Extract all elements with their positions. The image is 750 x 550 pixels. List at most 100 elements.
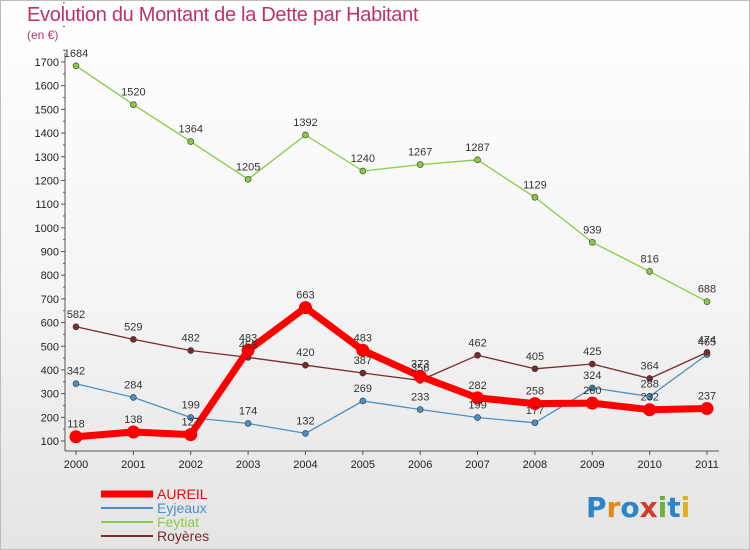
data-point-roy-res bbox=[703, 349, 711, 356]
data-label-aureil: 663 bbox=[296, 290, 314, 302]
data-point-aureil bbox=[298, 301, 312, 315]
series-line-roy-res bbox=[75, 326, 708, 382]
data-label-eyjeaux: 132 bbox=[296, 415, 314, 427]
data-label-roy-res: 356 bbox=[411, 362, 429, 374]
logo-letter: o bbox=[620, 491, 640, 524]
data-label-feytiat: 816 bbox=[640, 253, 658, 265]
logo-letter: x bbox=[639, 491, 658, 524]
logo-letter: P bbox=[586, 491, 607, 524]
data-point-aureil bbox=[69, 430, 83, 444]
y-tick-label: 500 bbox=[41, 341, 59, 353]
logo-letter: i bbox=[657, 491, 668, 524]
data-label-feytiat: 1267 bbox=[408, 147, 432, 159]
data-point-eyjeaux bbox=[474, 414, 481, 421]
series-line-feytiat bbox=[75, 65, 708, 303]
proxiti-logo: Proxiti bbox=[586, 491, 690, 524]
y-tick-label: 700 bbox=[41, 294, 59, 306]
data-label-aureil: 373 bbox=[411, 358, 429, 370]
y-axis-unit-label: (en €) bbox=[27, 28, 59, 42]
data-label-eyjeaux: 342 bbox=[67, 366, 85, 378]
data-point-feytiat bbox=[359, 167, 367, 175]
x-tick-label: 2007 bbox=[465, 459, 489, 471]
data-label-feytiat: 1364 bbox=[178, 124, 202, 136]
data-point-feytiat bbox=[244, 175, 252, 183]
y-tick-label: 800 bbox=[41, 270, 59, 282]
y-tick-label: 1700 bbox=[35, 57, 59, 69]
data-point-feytiat bbox=[416, 161, 424, 168]
y-tick-label: 900 bbox=[41, 247, 59, 259]
data-point-aureil bbox=[356, 343, 370, 357]
y-tick-label: 1600 bbox=[35, 81, 59, 93]
data-label-aureil: 258 bbox=[526, 386, 544, 398]
logo-letter: r bbox=[606, 491, 621, 524]
data-point-feytiat bbox=[187, 138, 195, 145]
x-tick-label: 2008 bbox=[523, 459, 547, 471]
x-tick-label: 2002 bbox=[178, 459, 202, 471]
data-label-aureil: 483 bbox=[239, 332, 257, 344]
x-tick-label: 2006 bbox=[408, 459, 432, 471]
y-tick-label: 1400 bbox=[35, 128, 59, 140]
data-label-feytiat: 1287 bbox=[465, 142, 489, 154]
legend-label-eyjeaux: Eyjeaux bbox=[157, 500, 207, 516]
data-point-feytiat bbox=[474, 156, 481, 164]
data-label-roy-res: 420 bbox=[296, 347, 314, 359]
data-label-aureil: 483 bbox=[354, 332, 372, 344]
data-point-eyjeaux bbox=[302, 430, 309, 437]
chart-title: Evolution du Montant de la Dette par Hab… bbox=[27, 4, 419, 26]
data-point-roy-res bbox=[302, 361, 309, 369]
data-label-eyjeaux: 174 bbox=[239, 405, 257, 417]
y-tick-label: 1200 bbox=[35, 175, 59, 187]
data-label-aureil: 282 bbox=[468, 380, 486, 392]
legend-label-feytiat: Feytiat bbox=[157, 514, 199, 530]
data-point-eyjeaux bbox=[244, 420, 252, 427]
data-label-feytiat: 1684 bbox=[64, 48, 88, 60]
data-label-feytiat: 1205 bbox=[236, 161, 260, 173]
data-label-eyjeaux: 233 bbox=[411, 391, 429, 403]
data-label-aureil: 127 bbox=[182, 417, 200, 429]
data-point-aureil bbox=[643, 403, 657, 417]
y-tick-label: 600 bbox=[41, 318, 59, 330]
data-label-feytiat: 1129 bbox=[523, 179, 547, 191]
data-label-roy-res: 474 bbox=[698, 334, 716, 346]
data-label-feytiat: 939 bbox=[583, 224, 601, 236]
x-tick-label: 2010 bbox=[637, 459, 661, 471]
logo-letter: i bbox=[680, 491, 691, 524]
data-point-eyjeaux bbox=[359, 397, 367, 405]
y-tick-label: 1500 bbox=[35, 104, 59, 116]
data-label-aureil: 118 bbox=[67, 419, 85, 431]
data-label-roy-res: 582 bbox=[67, 309, 85, 321]
data-point-eyjeaux bbox=[187, 414, 195, 421]
y-tick-label: 1100 bbox=[35, 199, 59, 211]
y-tick-label: 1000 bbox=[35, 223, 59, 235]
data-point-aureil bbox=[126, 425, 140, 439]
data-point-aureil bbox=[528, 397, 542, 411]
data-label-aureil: 138 bbox=[124, 414, 142, 426]
data-label-eyjeaux: 284 bbox=[124, 379, 142, 391]
y-tick-label: 1300 bbox=[35, 152, 59, 164]
data-label-roy-res: 425 bbox=[583, 346, 601, 358]
data-point-eyjeaux bbox=[72, 380, 80, 387]
x-tick-label: 2005 bbox=[351, 459, 375, 471]
data-label-roy-res: 462 bbox=[468, 337, 486, 349]
data-label-roy-res: 364 bbox=[640, 360, 658, 372]
data-point-eyjeaux bbox=[531, 419, 539, 427]
x-tick-label: 2009 bbox=[580, 459, 604, 471]
data-label-roy-res: 482 bbox=[182, 333, 200, 345]
legend-label-roy-res: Royères bbox=[157, 528, 209, 544]
data-point-aureil bbox=[471, 391, 485, 405]
series-line-aureil bbox=[72, 304, 711, 441]
data-point-aureil bbox=[413, 369, 427, 383]
data-label-eyjeaux: 324 bbox=[583, 370, 601, 382]
data-point-feytiat bbox=[703, 298, 711, 306]
data-point-feytiat bbox=[588, 238, 596, 246]
data-label-feytiat: 1240 bbox=[351, 153, 375, 165]
data-point-feytiat bbox=[646, 268, 653, 275]
logo-letter: t bbox=[667, 491, 681, 524]
data-point-roy-res bbox=[187, 347, 195, 354]
data-label-roy-res: 405 bbox=[526, 351, 544, 363]
data-point-roy-res bbox=[531, 365, 539, 373]
y-tick-label: 300 bbox=[41, 389, 59, 401]
data-label-aureil: 237 bbox=[698, 391, 716, 403]
data-point-roy-res bbox=[72, 323, 80, 331]
